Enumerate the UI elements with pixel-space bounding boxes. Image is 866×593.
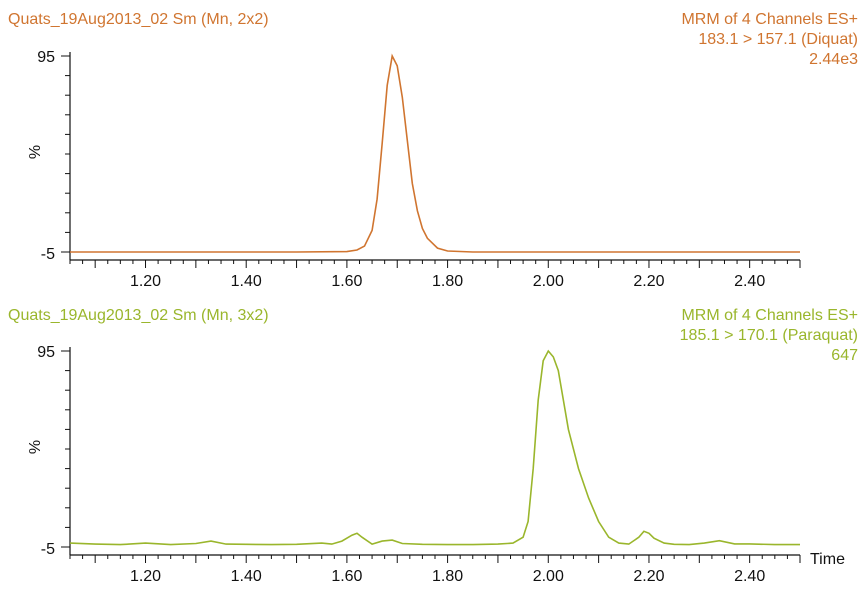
diquat-series-line xyxy=(70,53,800,253)
paraquat-x-tick-label: 1.80 xyxy=(432,568,463,585)
paraquat-x-tick-label: 2.20 xyxy=(633,568,664,585)
diquat-chart: Quats_19Aug2013_02 Sm (Mn, 2x2) MRM of 4… xyxy=(8,11,858,290)
paraquat-y-tick-label--5: -5 xyxy=(41,541,55,558)
diquat-y-axis-label: % xyxy=(27,145,44,159)
paraquat-y-tick-label-95: 95 xyxy=(37,344,55,361)
paraquat-series-line xyxy=(69,349,800,546)
diquat-info-line-3: 2.44e3 xyxy=(809,51,858,68)
diquat-y-tick-label--5: -5 xyxy=(41,246,55,263)
paraquat-x-tick-label: 1.60 xyxy=(331,568,362,585)
diquat-y-tick-label-95: 95 xyxy=(37,49,55,66)
paraquat-x-tick-label: 1.40 xyxy=(231,568,262,585)
diquat-x-tick-labels: 1.20 1.40 1.60 1.80 2.00 2.20 2.40 xyxy=(130,273,765,290)
diquat-chart-title: Quats_19Aug2013_02 Sm (Mn, 2x2) xyxy=(8,11,269,28)
paraquat-axis-ticks xyxy=(61,347,801,563)
paraquat-info-line-3: 647 xyxy=(831,347,858,364)
diquat-x-tick-label: 2.00 xyxy=(533,273,564,290)
paraquat-x-tick-labels: 1.20 1.40 1.60 1.80 2.00 2.20 2.40 xyxy=(130,568,765,585)
diquat-x-tick-label: 1.20 xyxy=(130,273,161,290)
paraquat-info-line-2: 185.1 > 170.1 (Paraquat) xyxy=(680,327,858,344)
diquat-x-tick-label: 1.40 xyxy=(231,273,262,290)
diquat-info-line-2: 183.1 > 157.1 (Diquat) xyxy=(698,31,858,48)
paraquat-x-tick-label: 1.20 xyxy=(130,568,161,585)
paraquat-info-line-1: MRM of 4 Channels ES+ xyxy=(681,307,858,324)
diquat-info-line-1: MRM of 4 Channels ES+ xyxy=(681,11,858,28)
diquat-x-tick-label: 1.60 xyxy=(331,273,362,290)
paraquat-chart-title: Quats_19Aug2013_02 Sm (Mn, 3x2) xyxy=(8,307,269,324)
diquat-x-tick-label: 2.20 xyxy=(633,273,664,290)
paraquat-x-tick-label: 2.40 xyxy=(734,568,765,585)
diquat-x-tick-label: 1.80 xyxy=(432,273,463,290)
paraquat-x-tick-label: 2.00 xyxy=(533,568,564,585)
paraquat-y-axis-label: % xyxy=(27,440,44,454)
paraquat-x-axis-label: Time xyxy=(810,551,845,568)
diquat-axis-ticks xyxy=(61,52,801,268)
paraquat-chart: Quats_19Aug2013_02 Sm (Mn, 3x2) MRM of 4… xyxy=(8,307,858,585)
diquat-x-tick-label: 2.40 xyxy=(734,273,765,290)
